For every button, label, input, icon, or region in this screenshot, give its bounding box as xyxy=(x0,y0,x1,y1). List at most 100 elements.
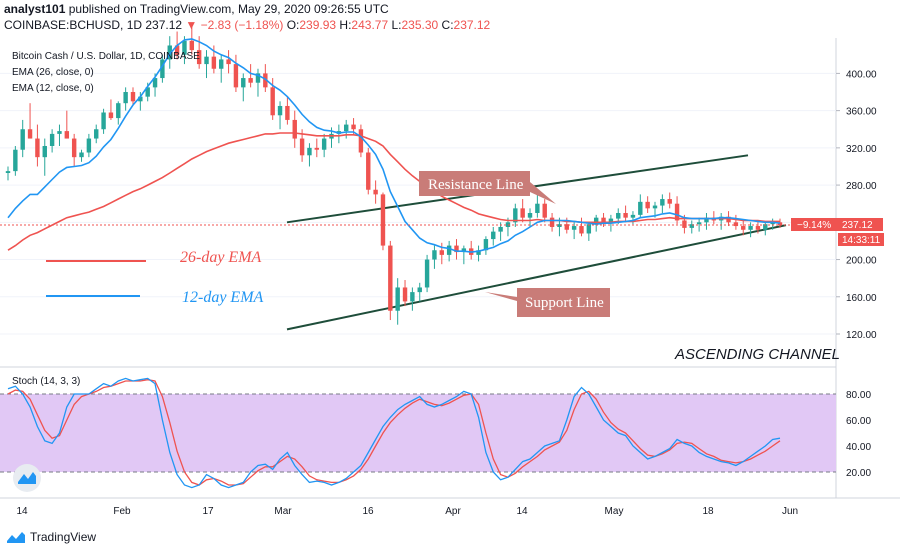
candle[interactable] xyxy=(520,199,525,223)
stoch-axis[interactable]: 20.00 40.00 60.00 80.00 xyxy=(846,390,871,479)
candle[interactable] xyxy=(446,240,452,262)
time-axis[interactable]: 14 Feb 17 Mar 16 Apr 14 May 18 Jun xyxy=(16,506,798,517)
candle[interactable] xyxy=(255,68,261,97)
candle[interactable] xyxy=(777,218,783,228)
candle[interactable] xyxy=(579,217,584,237)
candle[interactable] xyxy=(292,110,297,148)
stoch-k-line[interactable] xyxy=(7,377,781,489)
candle[interactable] xyxy=(160,54,165,83)
candle[interactable] xyxy=(410,287,415,311)
candle[interactable] xyxy=(733,214,739,230)
candle[interactable] xyxy=(645,196,650,214)
candle[interactable] xyxy=(27,103,33,139)
candle[interactable] xyxy=(49,129,55,153)
candle[interactable] xyxy=(417,282,422,302)
candle[interactable] xyxy=(454,239,459,260)
candle[interactable] xyxy=(321,133,327,158)
candle[interactable] xyxy=(571,222,577,240)
resistance-callout[interactable]: Resistance Line xyxy=(419,171,556,204)
candle[interactable] xyxy=(770,218,775,230)
tradingview-logo-icon xyxy=(7,532,25,543)
candle[interactable] xyxy=(380,192,386,251)
candle[interactable] xyxy=(432,245,437,269)
support-callout[interactable]: Support Line xyxy=(485,288,610,317)
candle[interactable] xyxy=(491,226,496,246)
candle[interactable] xyxy=(314,138,320,158)
candle[interactable] xyxy=(277,101,283,130)
candle-countdown: 14:33:11 xyxy=(842,235,881,246)
candle[interactable] xyxy=(674,196,680,225)
candle[interactable] xyxy=(623,205,628,223)
candle[interactable] xyxy=(64,110,70,139)
candle[interactable] xyxy=(593,214,599,232)
candle[interactable] xyxy=(388,240,393,321)
candle[interactable] xyxy=(226,50,231,74)
candle[interactable] xyxy=(336,124,342,144)
candle[interactable] xyxy=(696,217,702,232)
candle[interactable] xyxy=(123,87,128,111)
candle[interactable] xyxy=(483,236,489,255)
candle[interactable] xyxy=(542,199,547,223)
candle[interactable] xyxy=(373,180,378,204)
ema26-line[interactable] xyxy=(7,132,780,251)
candle[interactable] xyxy=(638,194,643,218)
candle[interactable] xyxy=(513,203,518,227)
candle[interactable] xyxy=(130,87,136,106)
candle[interactable] xyxy=(233,54,239,93)
symbol-label: COINBASE:BCHUSD, 1D xyxy=(4,18,143,32)
candle[interactable] xyxy=(549,213,555,232)
candle[interactable] xyxy=(57,124,62,146)
publish-info: published on TradingView.com, May 29, 20… xyxy=(68,2,389,16)
candle[interactable] xyxy=(667,192,672,209)
candle[interactable] xyxy=(358,124,364,158)
candle[interactable] xyxy=(704,213,709,230)
candle[interactable] xyxy=(402,280,408,307)
candle[interactable] xyxy=(660,194,665,214)
candle[interactable] xyxy=(601,213,606,227)
footer-brand[interactable]: TradingView xyxy=(30,530,97,544)
candle[interactable] xyxy=(86,133,92,158)
candle[interactable] xyxy=(741,220,746,236)
candle[interactable] xyxy=(307,143,312,167)
candle[interactable] xyxy=(204,50,209,79)
candle[interactable] xyxy=(718,213,724,230)
candle[interactable] xyxy=(94,124,99,144)
candle[interactable] xyxy=(424,254,430,293)
candle[interactable] xyxy=(241,73,246,102)
candle[interactable] xyxy=(248,64,253,88)
candle[interactable] xyxy=(108,99,114,120)
candle[interactable] xyxy=(263,64,268,93)
publisher-name[interactable]: analyst101 xyxy=(4,2,66,16)
candle[interactable] xyxy=(13,145,18,176)
candle[interactable] xyxy=(79,149,84,162)
candle[interactable] xyxy=(527,208,533,227)
candle[interactable] xyxy=(763,222,768,236)
candle[interactable] xyxy=(219,54,224,83)
candle[interactable] xyxy=(476,245,481,262)
ema12-line[interactable] xyxy=(7,38,781,253)
candle[interactable] xyxy=(20,119,25,158)
candle[interactable] xyxy=(395,278,400,325)
candle[interactable] xyxy=(116,101,121,125)
candle[interactable] xyxy=(167,36,172,69)
candle[interactable] xyxy=(689,220,694,234)
candle[interactable] xyxy=(748,222,753,238)
candle[interactable] xyxy=(35,124,40,167)
channel-title: ASCENDING CHANNEL xyxy=(674,346,840,363)
tradingview-bubble-icon[interactable] xyxy=(13,464,41,492)
candle[interactable] xyxy=(101,108,106,134)
candle[interactable] xyxy=(468,240,474,260)
candle[interactable] xyxy=(189,26,195,55)
candle[interactable] xyxy=(138,92,143,111)
chart-header: analyst101 published on TradingView.com,… xyxy=(4,2,490,32)
candle[interactable] xyxy=(285,96,290,125)
candle[interactable] xyxy=(5,166,11,181)
candle[interactable] xyxy=(42,138,47,176)
candle[interactable] xyxy=(461,245,467,265)
candle[interactable] xyxy=(366,147,371,195)
candle[interactable] xyxy=(439,242,444,265)
candle[interactable] xyxy=(71,133,77,167)
candle[interactable] xyxy=(755,220,761,234)
support-line[interactable] xyxy=(286,224,787,331)
